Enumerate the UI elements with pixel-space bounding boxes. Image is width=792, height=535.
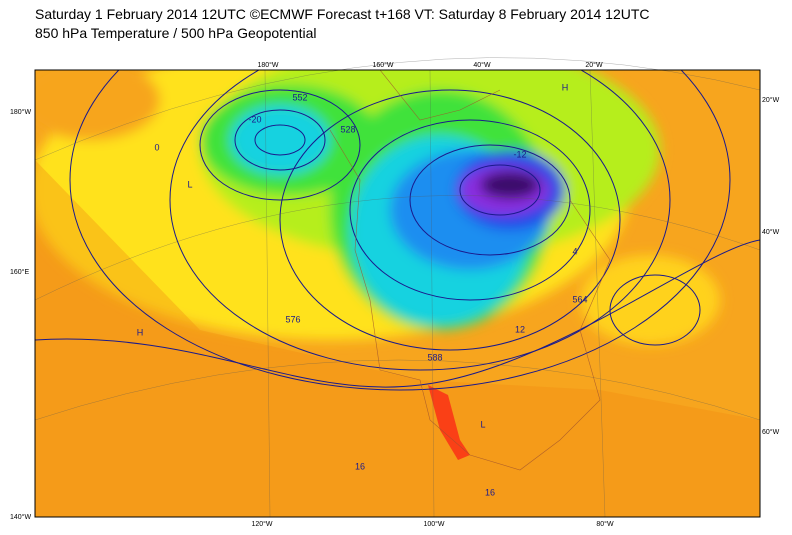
bottom-label: 100°W (423, 520, 444, 528)
temperature-field (35, 70, 760, 517)
top-label: 180°W (257, 61, 278, 69)
map-frame (34, 69, 761, 518)
subtitle: 850 hPa Temperature / 500 hPa Geopotenti… (35, 25, 317, 41)
right-label: 40°W (762, 228, 780, 236)
contour-label: 564 (572, 294, 587, 304)
top-label: 40°W (473, 61, 491, 69)
title: Saturday 1 February 2014 12UTC ©ECMWF Fo… (35, 6, 650, 22)
bottom-label: 80°W (596, 520, 614, 528)
coastlines (329, 69, 611, 471)
contour-label: -12 (513, 149, 526, 159)
contour-label: 552 (292, 92, 307, 102)
contour-label: 4 (572, 246, 577, 256)
contour-label: 0 (154, 142, 159, 152)
contour-label: 16 (485, 487, 495, 497)
graticule (34, 57, 761, 518)
contour-label: 16 (355, 461, 365, 471)
bottom-label: 120°W (251, 520, 272, 528)
top-label: 160°W (372, 61, 393, 69)
contour-label: 528 (340, 124, 355, 134)
contour-label: H (137, 327, 144, 337)
top-label: 20°W (585, 61, 603, 69)
contour-label: 576 (285, 314, 300, 324)
left-label: 180°W (10, 108, 31, 116)
left-label: 160°E (10, 268, 29, 276)
right-label: 20°W (762, 96, 780, 104)
contour-label: L (187, 179, 192, 189)
contour-label: 12 (515, 324, 525, 334)
right-label: 60°W (762, 428, 780, 436)
contour-label: L (480, 419, 485, 429)
geopotential-contours (35, 70, 760, 391)
contour-label: 588 (427, 352, 442, 362)
contour-label: H (562, 82, 569, 92)
contour-label: -20 (248, 114, 261, 124)
left-label: 140°W (10, 513, 31, 521)
